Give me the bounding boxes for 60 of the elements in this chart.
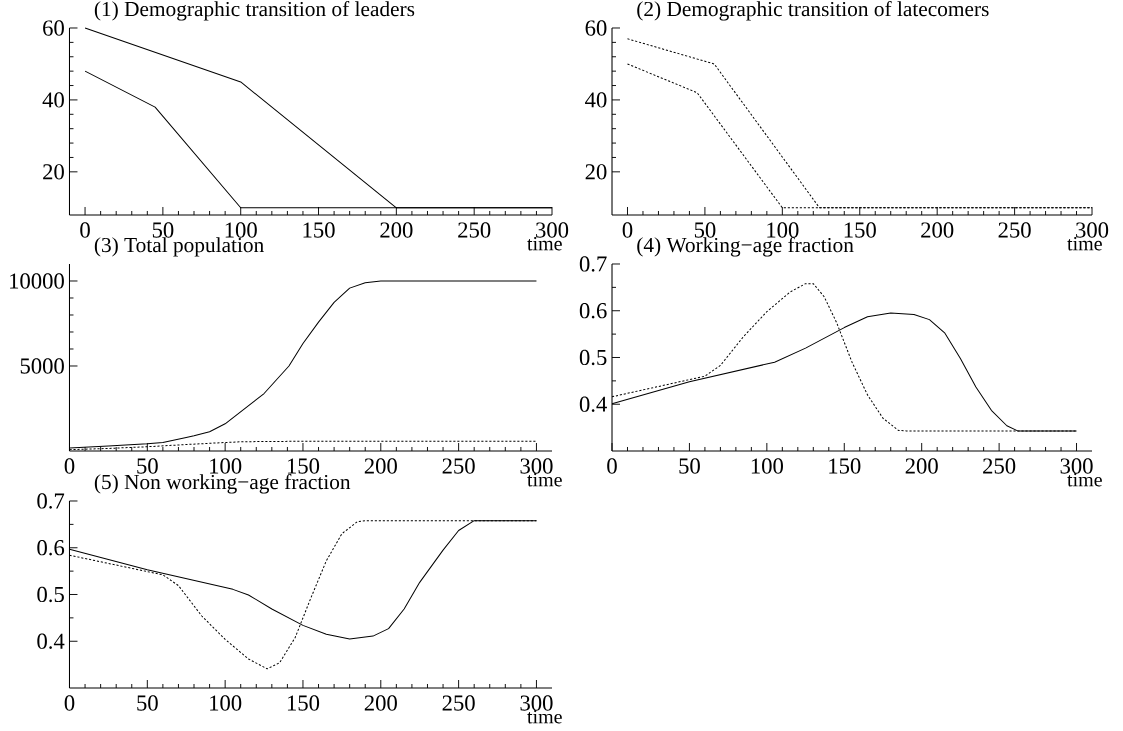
x-tick-label: 50 xyxy=(152,222,174,238)
y-tick-label: 40 xyxy=(42,92,64,108)
x-axis-title: time xyxy=(527,710,562,724)
x-tick-label: 250 xyxy=(442,695,475,711)
x-tick-label: 300 xyxy=(520,458,553,474)
x-tick-label: 200 xyxy=(380,222,413,238)
x-tick-label: 300 xyxy=(520,695,553,711)
x-tick-label: 150 xyxy=(844,222,876,238)
y-tick-label: 0.4 xyxy=(579,396,607,412)
x-axis-title: time xyxy=(527,237,562,251)
x-tick-label: 200 xyxy=(364,695,397,711)
x-tick-label: 50 xyxy=(694,222,716,238)
y-tick-label: 0.7 xyxy=(37,493,65,509)
y-tick-label: 60 xyxy=(43,20,64,36)
x-tick-label: 200 xyxy=(905,458,938,474)
x-tick-label: 250 xyxy=(998,222,1031,238)
x-tick-label: 100 xyxy=(225,222,257,238)
x-tick-label: 150 xyxy=(287,695,320,711)
x-tick-label: 0 xyxy=(622,222,633,238)
y-tick-label: 0.4 xyxy=(37,633,65,649)
x-tick-label: 0 xyxy=(80,222,90,238)
x-tick-label: 50 xyxy=(679,458,700,474)
x-tick-label: 100 xyxy=(751,458,783,474)
y-tick-label: 0.5 xyxy=(579,349,607,366)
x-tick-label: 50 xyxy=(137,458,158,474)
x-tick-label: 300 xyxy=(1060,458,1093,474)
x-tick-label: 50 xyxy=(137,695,158,711)
x-tick-label: 200 xyxy=(921,222,954,238)
y-tick-label: 40 xyxy=(585,92,607,108)
x-tick-label: 150 xyxy=(287,458,320,474)
chart-title: (3) Total population xyxy=(94,237,264,257)
x-tick-label: 300 xyxy=(536,222,569,238)
x-tick-label: 0 xyxy=(64,695,75,711)
y-tick-label: 60 xyxy=(585,20,607,36)
x-tick-label: 100 xyxy=(210,695,242,711)
x-tick-label: 0 xyxy=(607,458,617,474)
chart-title: (1) Demographic transition of leaders xyxy=(94,0,415,21)
y-tick-label: 0.7 xyxy=(579,256,607,272)
x-axis-title: time xyxy=(527,473,562,487)
y-tick-label: 10000 xyxy=(10,273,64,289)
y-tick-label: 5000 xyxy=(20,358,64,374)
x-tick-label: 250 xyxy=(458,222,491,238)
chart-title: (5) Non working−age fraction xyxy=(94,473,351,494)
x-tick-label: 200 xyxy=(364,458,397,474)
x-axis-title: time xyxy=(1067,237,1102,251)
chart-title: (2) Demographic transition of latecomers xyxy=(637,0,989,21)
y-tick-label: 0.6 xyxy=(579,303,607,319)
x-axis-title: time xyxy=(1067,473,1102,487)
x-tick-label: 300 xyxy=(1076,222,1109,238)
y-tick-label: 20 xyxy=(43,164,64,180)
x-tick-label: 0 xyxy=(64,458,75,474)
x-tick-label: 100 xyxy=(767,222,799,238)
x-tick-label: 150 xyxy=(829,458,861,474)
y-tick-label: 0.5 xyxy=(37,586,64,603)
y-tick-label: 20 xyxy=(585,164,607,180)
x-tick-label: 150 xyxy=(303,222,335,238)
y-tick-label: 0.6 xyxy=(37,540,65,556)
x-tick-label: 100 xyxy=(210,458,242,474)
x-tick-label: 250 xyxy=(442,458,475,474)
x-tick-label: 250 xyxy=(983,458,1016,474)
